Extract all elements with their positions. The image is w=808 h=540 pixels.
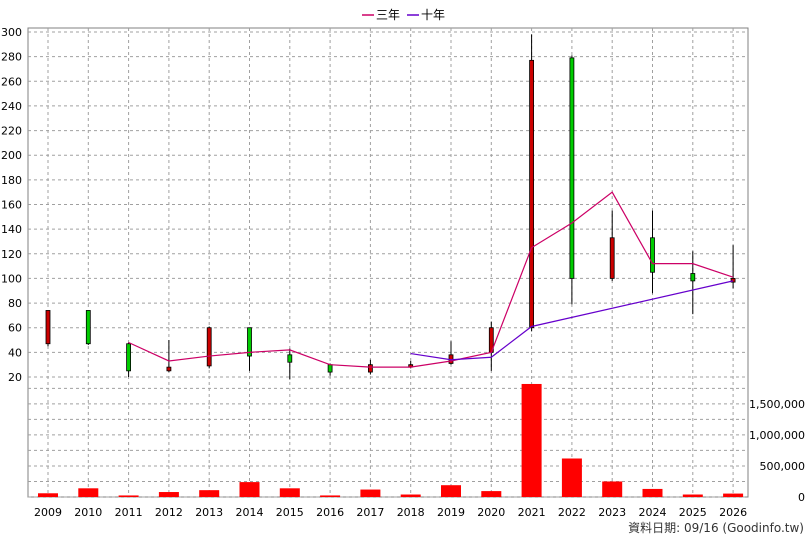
price-tick-label: 280 (1, 51, 22, 64)
x-tick-label: 2010 (74, 506, 102, 519)
price-tick-label: 80 (8, 297, 22, 310)
volume-bar (360, 489, 381, 497)
price-tick-label: 300 (1, 26, 22, 39)
candle-body (690, 273, 696, 282)
price-tick-label: 240 (1, 100, 22, 113)
candle-body (166, 366, 172, 372)
volume-bar (320, 495, 341, 497)
price-tick-label: 40 (8, 346, 22, 359)
price-tick-label: 160 (1, 199, 22, 212)
volume-bar (239, 482, 260, 497)
x-tick-label: 2019 (437, 506, 465, 519)
x-tick-label: 2022 (558, 506, 586, 519)
volume-bar (561, 458, 582, 497)
price-tick-label: 140 (1, 223, 22, 236)
price-tick-label: 20 (8, 371, 22, 384)
volume-bar (400, 494, 421, 497)
volume-bar (199, 490, 220, 497)
x-tick-label: 2021 (518, 506, 546, 519)
candle-body (126, 343, 131, 372)
volume-tick-label: 1,500,000 (749, 398, 805, 411)
volume-bar (78, 488, 99, 497)
volume-bar (521, 383, 542, 497)
volume-bar (642, 488, 663, 497)
volume-bar (38, 493, 58, 497)
grid-lines (28, 28, 749, 498)
x-tick-label: 2020 (477, 506, 505, 519)
candle-body (45, 310, 51, 345)
legend-label-10y: 十年 (421, 8, 445, 22)
series-line (410, 280, 734, 361)
candle-body (650, 237, 655, 273)
volume-tick-label: 500,000 (760, 460, 806, 473)
x-tick-label: 2017 (356, 506, 384, 519)
price-tick-label: 200 (1, 149, 22, 162)
price-tick-label: 260 (1, 75, 22, 88)
volume-axis-ticks: 0 500,000 1,000,000 1,500,000 (749, 398, 805, 504)
candle-body (529, 59, 534, 329)
source-note: 資料日期: 09/16 (Goodinfo.tw) (628, 521, 804, 535)
price-tick-label: 220 (1, 125, 22, 138)
legend-label-3y: 三年 (376, 8, 400, 22)
candlesticks (45, 34, 736, 380)
volume-bars (38, 383, 744, 497)
volume-bar (481, 491, 502, 497)
moving-average-lines (128, 191, 734, 368)
series-line (128, 191, 734, 368)
x-axis-ticks: 2009 2010 2011 2012 2013 2014 2015 2016 2017 2018… (34, 506, 747, 519)
candle-body (85, 310, 91, 345)
candle-body (287, 354, 293, 363)
x-tick-label: 2018 (397, 506, 425, 519)
x-tick-label: 2015 (276, 506, 304, 519)
volume-bar (158, 492, 179, 497)
candle-body (367, 364, 373, 373)
x-tick-label: 2025 (679, 506, 707, 519)
x-tick-label: 2023 (598, 506, 626, 519)
volume-tick-label: 1,000,000 (749, 429, 805, 442)
x-tick-label: 2024 (639, 506, 667, 519)
volume-bar (441, 485, 461, 497)
x-tick-label: 2014 (236, 506, 264, 519)
volume-bar (279, 488, 300, 497)
candle-body (609, 237, 615, 279)
candle-body (730, 278, 736, 283)
x-tick-label: 2013 (195, 506, 223, 519)
x-tick-label: 2011 (115, 506, 143, 519)
price-axis-ticks: 20 40 60 80 100 120 140 160 180 200 220 240 260 280 30… (1, 26, 22, 384)
price-tick-label: 100 (1, 272, 22, 285)
volume-tick-label: 0 (798, 491, 805, 504)
candle-body (247, 327, 252, 357)
x-tick-label: 2016 (316, 506, 344, 519)
price-tick-label: 180 (1, 174, 22, 187)
legend: 三年 十年 (362, 8, 445, 22)
x-tick-label: 2026 (719, 506, 747, 519)
candle-body (327, 364, 333, 373)
x-tick-label: 2012 (155, 506, 183, 519)
price-tick-label: 120 (1, 248, 22, 261)
price-tick-label: 60 (8, 322, 22, 335)
x-tick-label: 2009 (34, 506, 62, 519)
candle-body (206, 327, 212, 367)
volume-bar (118, 495, 139, 497)
plot-area (27, 27, 749, 498)
volume-bar (602, 481, 623, 497)
volume-bar (682, 494, 703, 497)
candle-body (569, 57, 575, 279)
volume-bar (723, 493, 744, 497)
